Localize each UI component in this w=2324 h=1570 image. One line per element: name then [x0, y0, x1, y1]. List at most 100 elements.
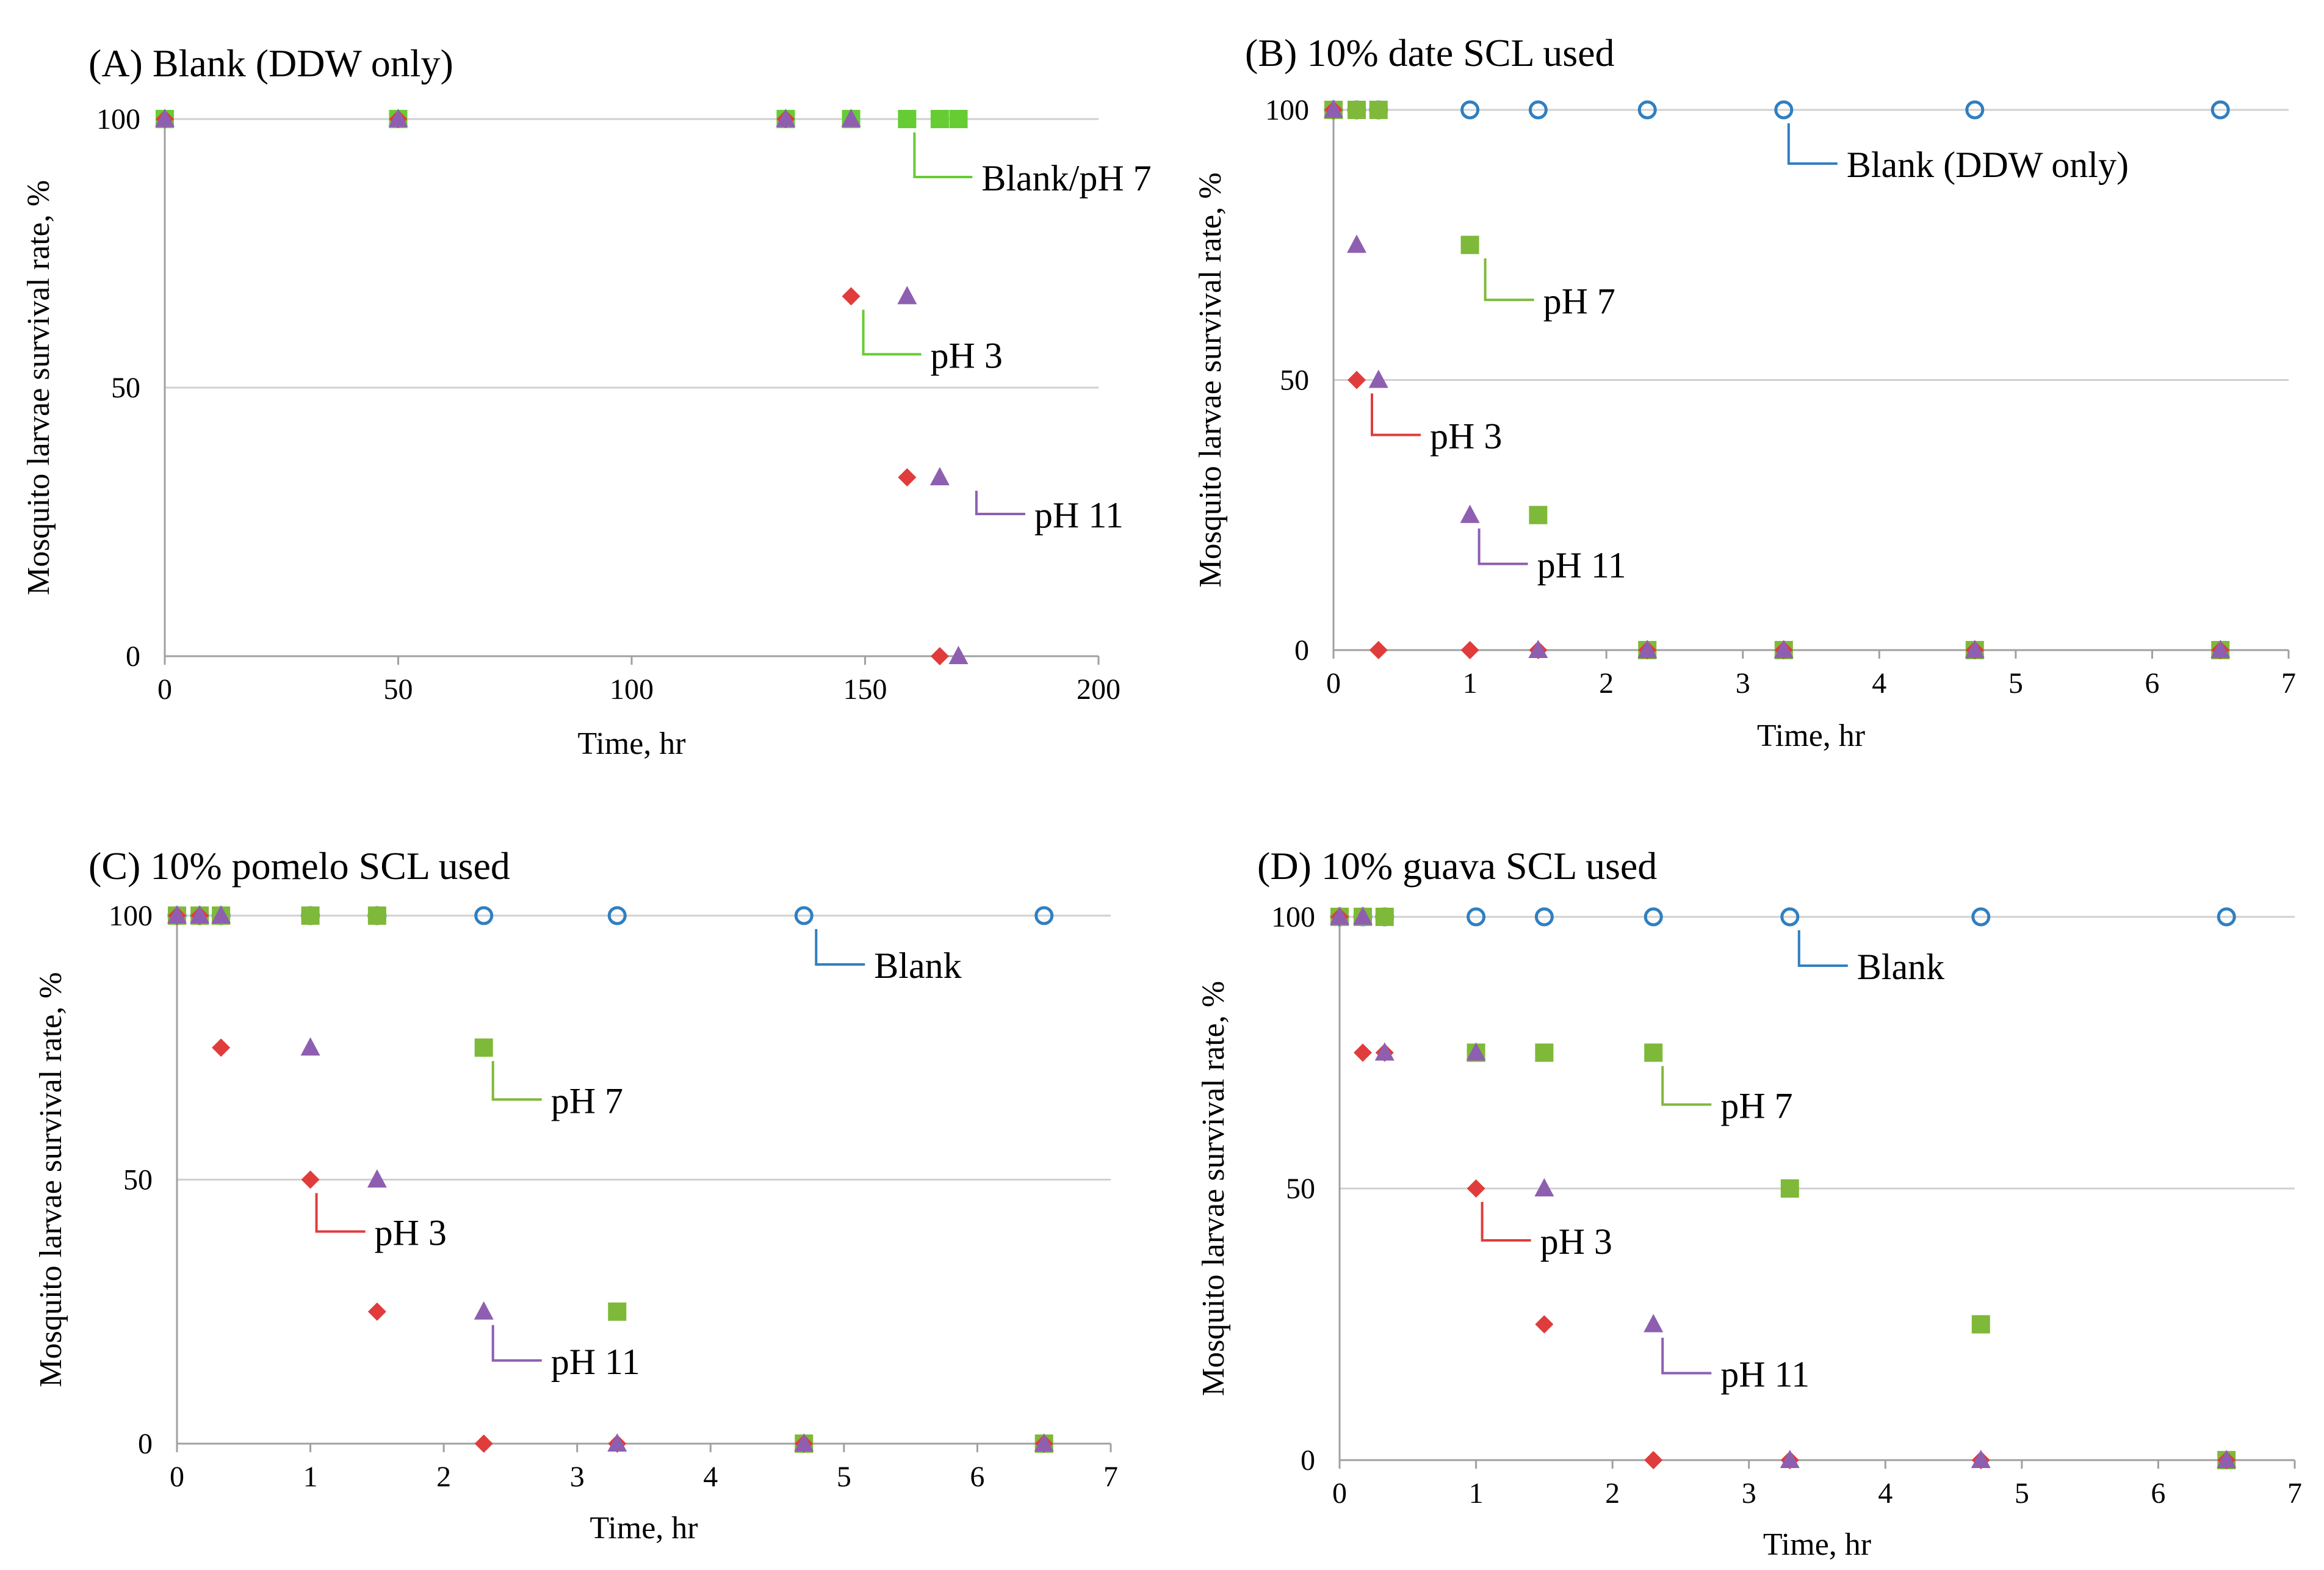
annotation-leader — [1481, 1202, 1531, 1242]
data-point — [1374, 1042, 1395, 1061]
data-point — [1780, 1179, 1799, 1198]
data-point — [301, 906, 320, 925]
data-point — [776, 109, 796, 127]
x-tick-label: 7 — [2287, 1477, 2302, 1510]
x-axis-label: Time, hr — [590, 1511, 698, 1546]
data-point — [607, 906, 627, 925]
data-point — [1034, 906, 1054, 925]
annotation-label: pH 11 — [1537, 545, 1626, 585]
data-point — [1780, 1450, 1800, 1468]
y-tick-label: 50 — [1280, 364, 1309, 397]
annotation-leader — [491, 1325, 542, 1362]
annotation-label: pH 11 — [1720, 1355, 1810, 1395]
data-point — [1644, 1043, 1663, 1062]
y-axis-label: Mosquito larvae survival rate, % — [1193, 172, 1228, 587]
data-point — [212, 1038, 231, 1057]
annotation-leader — [1484, 258, 1534, 302]
data-point — [474, 1434, 493, 1453]
x-tick-label: 0 — [1326, 667, 1341, 700]
annotation-leader — [315, 1193, 366, 1233]
x-tick-label: 2 — [1605, 1477, 1620, 1510]
x-tick-label: 7 — [2281, 667, 2296, 700]
data-point — [1644, 1314, 1664, 1333]
x-tick-label: 6 — [2151, 1477, 2165, 1510]
annotation-leader — [862, 309, 922, 356]
data-point — [1460, 236, 1479, 255]
x-axis-label: Time, hr — [1757, 718, 1865, 753]
x-tick-label: 5 — [837, 1461, 851, 1493]
data-point — [1965, 640, 1985, 658]
data-point — [897, 286, 917, 305]
data-point — [1368, 369, 1388, 388]
data-point — [1774, 640, 1794, 658]
data-point — [1528, 100, 1548, 120]
data-point — [1971, 1315, 1990, 1334]
data-point — [474, 1038, 493, 1057]
data-point — [367, 906, 386, 925]
data-point — [155, 109, 175, 127]
data-point — [2210, 100, 2230, 120]
x-tick-label: 4 — [1872, 667, 1886, 700]
data-point — [1467, 1179, 1485, 1198]
x-tick-label: 50 — [384, 673, 413, 706]
annotation-leader — [1478, 528, 1528, 565]
annotation-label: pH 7 — [1720, 1086, 1792, 1126]
data-point — [1528, 640, 1548, 658]
x-tick-label: 0 — [157, 673, 172, 706]
y-tick-label: 100 — [1271, 901, 1315, 933]
x-tick-label: 3 — [1742, 1477, 1756, 1510]
data-point — [2217, 1450, 2237, 1468]
x-tick-label: 7 — [1103, 1461, 1118, 1493]
y-axis-label: Mosquito larvae survival rate, % — [34, 972, 68, 1387]
y-tick-label: 100 — [96, 103, 140, 136]
data-point — [1534, 1178, 1554, 1196]
x-tick-label: 2 — [436, 1461, 451, 1493]
data-point — [898, 110, 917, 128]
data-point — [1466, 1042, 1486, 1061]
data-point — [1354, 1043, 1373, 1062]
annotation-leader — [1797, 930, 1848, 967]
data-point — [1467, 907, 1486, 927]
data-point — [1324, 99, 1343, 118]
data-point — [1534, 907, 1554, 927]
annotation-label: Blank (DDW only) — [1847, 145, 2129, 185]
data-point — [474, 906, 494, 925]
data-point — [301, 1170, 320, 1189]
annotation-label: pH 11 — [1034, 495, 1124, 535]
data-point — [1637, 640, 1658, 658]
data-point — [1529, 505, 1548, 524]
annotation-leader — [975, 490, 1025, 515]
data-point — [1971, 1450, 1991, 1468]
data-point — [794, 1433, 814, 1452]
data-point — [300, 1037, 320, 1056]
annotation-label: pH 3 — [1540, 1221, 1612, 1262]
data-point — [948, 646, 969, 664]
x-tick-label: 2 — [1599, 667, 1614, 700]
x-tick-label: 1 — [1463, 667, 1478, 700]
annotation-leader — [1371, 393, 1421, 436]
data-point — [167, 905, 187, 924]
x-tick-label: 6 — [2145, 667, 2159, 700]
x-tick-label: 5 — [2008, 667, 2023, 700]
data-point — [794, 906, 814, 925]
data-point — [1369, 101, 1388, 119]
data-point — [388, 109, 408, 127]
y-tick-label: 0 — [126, 640, 140, 673]
x-axis-label: Time, hr — [577, 726, 685, 761]
annotation-leader — [815, 929, 865, 966]
x-tick-label: 150 — [843, 673, 887, 706]
chart-panel-c: (C) 10% pomelo SCL used 0 50 100 0 1 2 3 4 5 6 7 Tim… — [34, 844, 1118, 1546]
data-point — [1460, 100, 1480, 120]
data-point — [1353, 906, 1373, 925]
chart-title: (D) 10% guava SCL used — [1257, 844, 1657, 888]
annotation-label: pH 3 — [1430, 416, 1502, 457]
annotation-label: Blank/pH 7 — [981, 158, 1151, 198]
data-point — [929, 466, 950, 485]
y-tick-label: 100 — [109, 900, 153, 932]
data-point — [367, 1302, 386, 1321]
series-ph-11 — [1324, 99, 2231, 658]
data-point — [1034, 1433, 1054, 1452]
annotation-label: pH 3 — [931, 335, 1003, 375]
data-point — [1535, 1315, 1554, 1334]
